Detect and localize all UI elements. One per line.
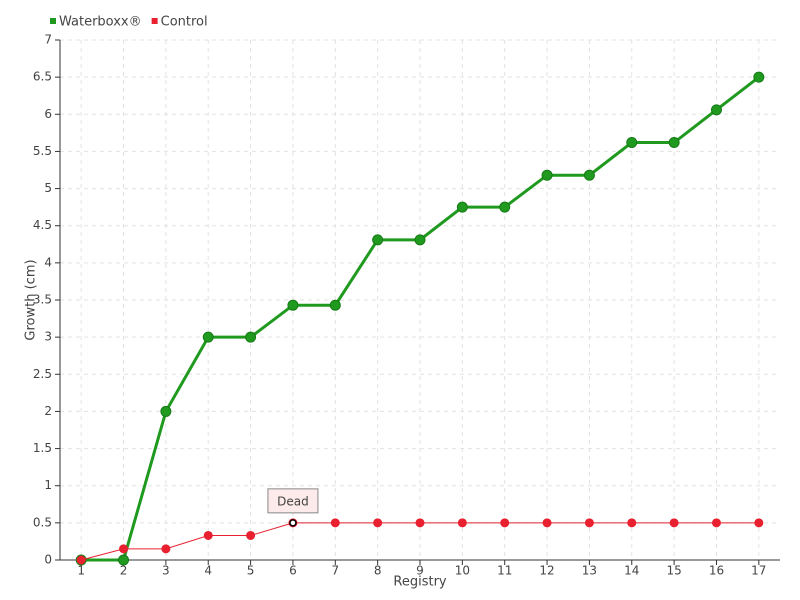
legend-label: Control — [161, 15, 208, 30]
y-tick-label: 1.5 — [33, 441, 52, 455]
data-point — [414, 234, 426, 246]
x-tick-label: 6 — [289, 564, 297, 578]
data-point — [246, 530, 256, 540]
x-tick-label: 10 — [455, 564, 470, 578]
data-point — [499, 201, 511, 213]
x-tick-label: 14 — [624, 564, 639, 578]
data-point — [500, 518, 510, 528]
y-tick-label: 6 — [44, 107, 52, 121]
data-point — [415, 518, 425, 528]
data-point — [754, 518, 764, 528]
data-point — [119, 544, 129, 554]
data-point — [372, 234, 384, 246]
y-tick-label: 3.5 — [33, 293, 52, 307]
data-point — [118, 554, 130, 566]
y-tick-label: 6.5 — [33, 70, 52, 84]
data-point — [76, 555, 86, 565]
x-tick-label: 15 — [666, 564, 681, 578]
data-point — [584, 518, 594, 528]
y-tick-label: 0 — [44, 553, 52, 567]
data-point — [329, 299, 341, 311]
x-tick-label: 8 — [374, 564, 382, 578]
y-tick-label: 5 — [44, 181, 52, 195]
y-axis-title: Growth (cm) — [24, 259, 39, 340]
annotation-label: Dead — [277, 494, 309, 508]
y-tick-label: 5.5 — [33, 144, 52, 158]
data-point — [627, 518, 637, 528]
data-point — [711, 518, 721, 528]
y-tick-label: 2.5 — [33, 367, 52, 381]
x-tick-label: 17 — [751, 564, 766, 578]
data-point — [668, 137, 680, 149]
series-line — [81, 75, 760, 562]
x-tick-label: 9 — [416, 564, 424, 578]
data-point — [583, 169, 595, 181]
legend-swatch — [50, 18, 56, 24]
annotation-box — [267, 488, 319, 514]
data-point — [373, 518, 383, 528]
data-point — [542, 518, 552, 528]
data-point — [541, 169, 553, 181]
x-tick-label: 2 — [120, 564, 128, 578]
data-point — [160, 405, 172, 417]
x-tick-label: 4 — [204, 564, 212, 578]
y-tick-label: 1 — [44, 478, 52, 492]
data-point — [669, 518, 679, 528]
y-tick-label: 2 — [44, 404, 52, 418]
y-tick-label: 4 — [44, 255, 52, 269]
x-tick-label: 13 — [582, 564, 597, 578]
x-tick-label: 1 — [77, 564, 85, 578]
data-point — [710, 104, 722, 116]
y-tick-label: 0.5 — [33, 515, 52, 529]
data-point — [202, 331, 214, 343]
x-tick-label: 16 — [709, 564, 724, 578]
data-point — [161, 544, 171, 554]
x-tick-label: 11 — [497, 564, 512, 578]
x-tick-label: 3 — [162, 564, 170, 578]
legend-label: Waterboxx® — [59, 15, 142, 30]
data-point — [245, 331, 257, 343]
data-point — [457, 518, 467, 528]
data-point — [330, 518, 340, 528]
x-tick-label: 5 — [247, 564, 255, 578]
x-axis-title: Registry — [393, 575, 447, 590]
data-point — [456, 201, 468, 213]
data-point — [626, 137, 638, 149]
annotation-point — [289, 519, 297, 527]
y-tick-label: 7 — [44, 33, 52, 47]
y-tick-label: 3 — [44, 330, 52, 344]
x-tick-label: 7 — [331, 564, 339, 578]
x-tick-label: 12 — [539, 564, 554, 578]
y-tick-label: 4.5 — [33, 218, 52, 232]
data-point — [203, 530, 213, 540]
legend-swatch — [151, 18, 158, 24]
data-point — [287, 299, 299, 311]
data-point — [753, 71, 765, 83]
